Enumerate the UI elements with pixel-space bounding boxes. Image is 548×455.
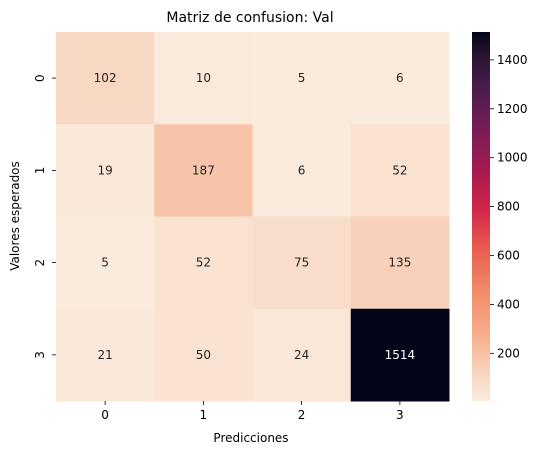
cell-value-r2-c3: 135 (388, 256, 411, 270)
x-axis: 0 1 2 3 (101, 401, 404, 422)
heatmap-cell-r1-c1 (154, 124, 253, 217)
cell-value-r2-c1: 52 (196, 256, 211, 270)
x-tick-label: 0 (101, 408, 109, 422)
colorbar-tick-label: 400 (497, 297, 520, 311)
colorbar-tick-label: 1000 (497, 151, 528, 165)
cell-value-r3-c3: 1514 (385, 348, 416, 362)
colorbar-axis: 200 400 600 800 1000 1200 1400 (490, 53, 528, 360)
heatmap-cell-r0-c0 (56, 32, 155, 125)
colorbar-tick-label: 600 (497, 249, 520, 263)
heatmap-cell-r1-c2 (252, 124, 352, 217)
cell-value-r0-c3: 6 (396, 71, 404, 85)
x-tick-label: 2 (298, 408, 306, 422)
colorbar-tick-label: 800 (497, 200, 520, 214)
cell-value-r3-c0: 21 (97, 348, 112, 362)
heatmap-cell-r2-c0 (56, 216, 155, 310)
colorbar (472, 32, 490, 401)
y-axis: 0 1 2 3 (33, 74, 56, 359)
cell-value-r0-c1: 10 (196, 71, 211, 85)
y-tick-label: 3 (33, 351, 47, 359)
heatmap-cells (56, 32, 450, 402)
colorbar-tick-label: 1400 (497, 53, 528, 67)
y-tick-label: 1 (33, 167, 47, 175)
heatmap-cell-r0-c1 (154, 32, 253, 125)
heatmap-cell-r3-c2 (252, 308, 352, 402)
cell-value-r1-c3: 52 (392, 163, 407, 177)
y-axis-label: Valores esperados (8, 161, 22, 271)
heatmap-cell-labels: 102 10 5 6 19 187 6 52 5 52 75 135 21 50 24 1514 (94, 71, 415, 362)
cell-value-r3-c2: 24 (294, 348, 309, 362)
heatmap-cell-r2-c1 (154, 216, 253, 310)
heatmap-cell-r2-c2 (252, 216, 352, 310)
cell-value-r2-c0: 5 (101, 256, 109, 270)
x-axis-label: Predicciones (213, 431, 288, 445)
cell-value-r0-c0: 102 (94, 71, 117, 85)
cell-value-r0-c2: 5 (298, 71, 306, 85)
y-tick-label: 0 (33, 74, 47, 82)
chart-title: Matriz de confusion: Val (166, 10, 333, 26)
cell-value-r1-c0: 19 (97, 163, 112, 177)
heatmap-cell-r0-c2 (252, 32, 352, 125)
cell-value-r3-c1: 50 (196, 348, 211, 362)
heatmap-cell-r2-c3 (350, 216, 450, 310)
heatmap-cell-r3-c3 (350, 308, 450, 402)
colorbar-tick-label: 200 (497, 346, 520, 360)
cell-value-r1-c2: 6 (298, 163, 306, 177)
heatmap-cell-r0-c3 (350, 32, 450, 125)
x-tick-label: 1 (200, 408, 208, 422)
colorbar-tick-label: 1200 (497, 102, 528, 116)
cell-value-r2-c2: 75 (294, 256, 309, 270)
y-tick-label: 2 (33, 259, 47, 267)
heatmap-cell-r1-c3 (350, 124, 450, 217)
x-tick-label: 3 (396, 408, 404, 422)
cell-value-r1-c1: 187 (192, 163, 215, 177)
heatmap-cell-r3-c0 (56, 308, 155, 402)
heatmap-cell-r3-c1 (154, 308, 253, 402)
heatmap-cell-r1-c0 (56, 124, 155, 217)
